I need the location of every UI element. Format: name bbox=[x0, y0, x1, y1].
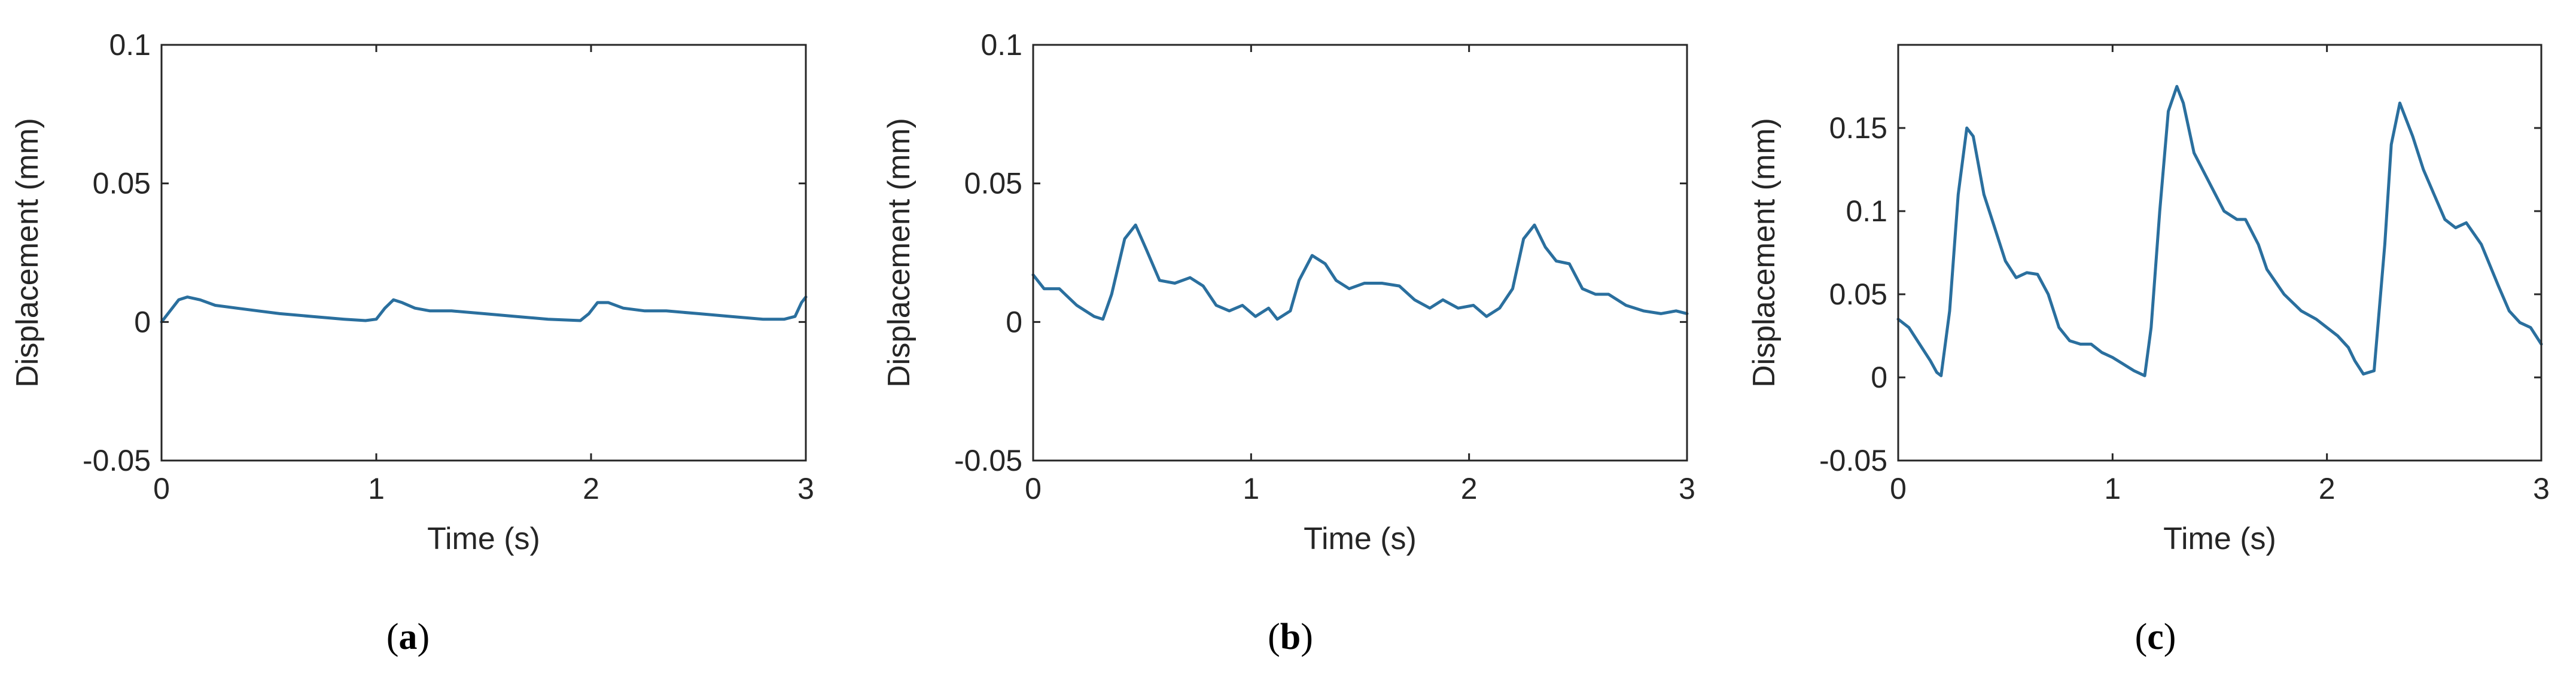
y-tick-label-b-2: 0.05 bbox=[964, 167, 1022, 200]
x-tick-label-b-3: 3 bbox=[1679, 472, 1695, 505]
series-line-c bbox=[1896, 85, 2543, 377]
y-tick-label-c-4: 0.15 bbox=[1829, 111, 1887, 145]
x-tick-label-a-3: 3 bbox=[797, 472, 814, 505]
y-tick-label-a-3: 0.1 bbox=[109, 28, 151, 62]
y-tick-label-c-3: 0.1 bbox=[1846, 194, 1887, 228]
x-tick-label-a-1: 1 bbox=[368, 472, 385, 505]
y-tick-label-a-0: -0.05 bbox=[83, 444, 151, 477]
x-tick-label-b-0: 0 bbox=[1025, 472, 1042, 505]
y-tick-label-b-1: 0 bbox=[1006, 305, 1022, 339]
caption-c: (c) bbox=[2135, 617, 2176, 657]
x-axis-title-a: Time (s) bbox=[427, 522, 540, 556]
x-tick-label-c-0: 0 bbox=[1890, 472, 1907, 505]
x-axis-title-c: Time (s) bbox=[2163, 522, 2276, 556]
y-tick-label-b-0: -0.05 bbox=[954, 444, 1022, 477]
axes-box-b bbox=[1032, 44, 1688, 462]
y-tick-label-a-2: 0.05 bbox=[93, 167, 151, 200]
y-tick-label-c-2: 0.05 bbox=[1829, 278, 1887, 311]
caption-b: (b) bbox=[1268, 617, 1313, 657]
series-line-a bbox=[160, 295, 808, 324]
y-tick-label-c-0: -0.05 bbox=[1819, 444, 1887, 477]
x-tick-label-c-2: 2 bbox=[2319, 472, 2336, 505]
y-axis-title-a: Displacement (mm) bbox=[10, 118, 45, 388]
y-axis-title-c: Displacement (mm) bbox=[1747, 118, 1782, 388]
y-axis-title-b: Displacement (mm) bbox=[882, 118, 916, 388]
axes-box-a bbox=[160, 44, 807, 462]
x-tick-label-a-0: 0 bbox=[153, 472, 170, 505]
x-tick-label-c-1: 1 bbox=[2104, 472, 2121, 505]
axes-box-c bbox=[1897, 44, 2542, 462]
y-tick-label-c-1: 0 bbox=[1871, 361, 1887, 394]
series-line-b bbox=[1031, 223, 1689, 321]
x-tick-label-c-3: 3 bbox=[2533, 472, 2550, 505]
y-tick-label-b-3: 0.1 bbox=[981, 28, 1022, 62]
x-tick-label-b-2: 2 bbox=[1461, 472, 1478, 505]
x-axis-title-b: Time (s) bbox=[1304, 522, 1417, 556]
x-tick-label-b-1: 1 bbox=[1243, 472, 1259, 505]
y-tick-label-a-1: 0 bbox=[134, 305, 151, 339]
caption-a: (a) bbox=[386, 617, 430, 657]
x-tick-label-a-2: 2 bbox=[583, 472, 599, 505]
